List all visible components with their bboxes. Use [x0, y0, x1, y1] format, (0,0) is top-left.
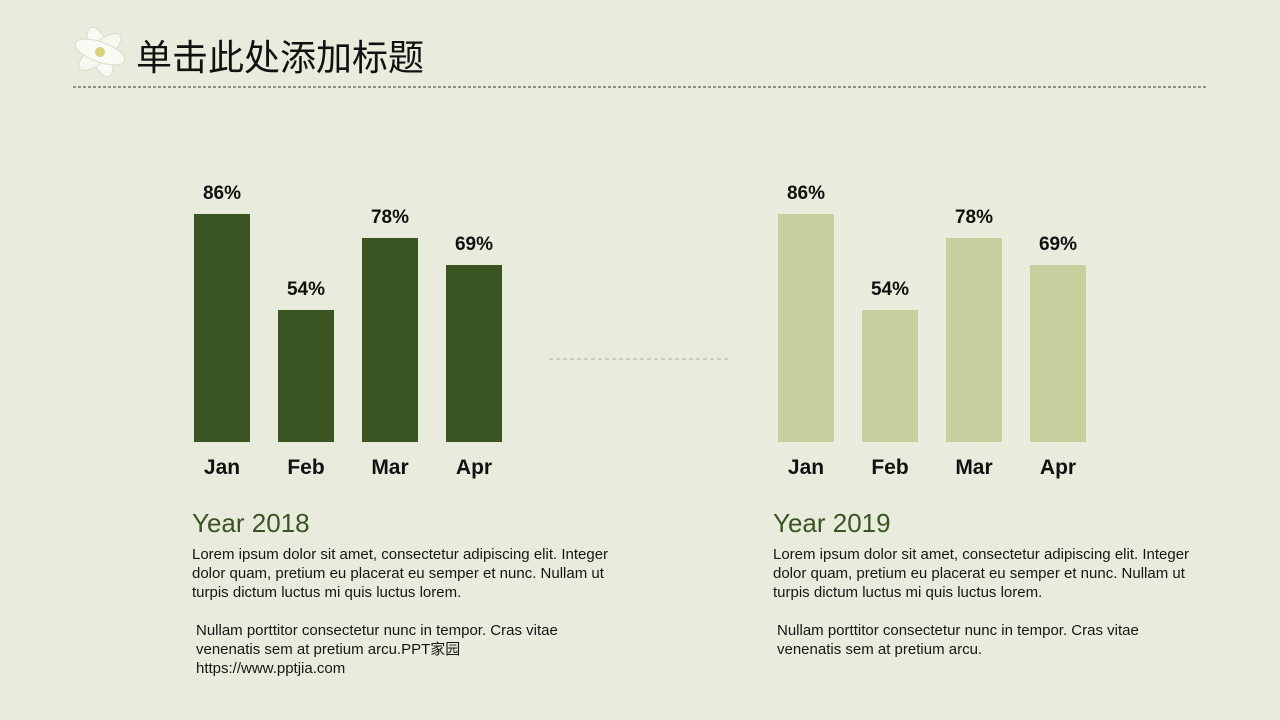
value-label: 69%	[1039, 234, 1077, 255]
category-label: Apr	[456, 456, 492, 479]
section: Year 2019 Lorem ipsum dolor sit amet, con…	[773, 508, 1193, 678]
bar	[946, 238, 1002, 442]
slide-title: 单击此处添加标题	[136, 38, 424, 79]
category-label: Feb	[871, 456, 908, 479]
bar	[278, 310, 334, 442]
bar	[1030, 265, 1086, 442]
bar	[862, 310, 918, 442]
value-label: 54%	[871, 279, 909, 300]
section-text: Lorem ipsum dolor sit amet, consectetur …	[192, 546, 609, 601]
section-text: Lorem ipsum dolor sit amet, consectetur …	[773, 546, 1190, 601]
value-label: 78%	[955, 207, 993, 228]
value-label: 86%	[787, 183, 825, 204]
category-label: Jan	[204, 456, 240, 479]
bar	[362, 238, 418, 442]
section-text: Nullam porttitor consectetur nunc in tem…	[196, 622, 558, 677]
bar	[194, 214, 250, 442]
category-label: Feb	[287, 456, 324, 479]
section-heading: Year 2018	[192, 508, 310, 538]
value-label: 69%	[455, 234, 493, 255]
category-label: Apr	[1040, 456, 1076, 479]
category-label: Mar	[371, 456, 408, 479]
section-text: Nullam porttitor consectetur nunc in tem…	[777, 622, 1139, 658]
section: Year 2018 Lorem ipsum dolor sit amet, con…	[192, 508, 612, 697]
value-label: 78%	[371, 207, 409, 228]
section-heading: Year 2019	[773, 508, 891, 538]
value-label: 54%	[287, 279, 325, 300]
category-label: Jan	[788, 456, 824, 479]
category-label: Mar	[955, 456, 992, 479]
value-label: 86%	[203, 183, 241, 204]
flower-icon	[74, 26, 126, 78]
bar	[446, 265, 502, 442]
bar	[778, 214, 834, 442]
